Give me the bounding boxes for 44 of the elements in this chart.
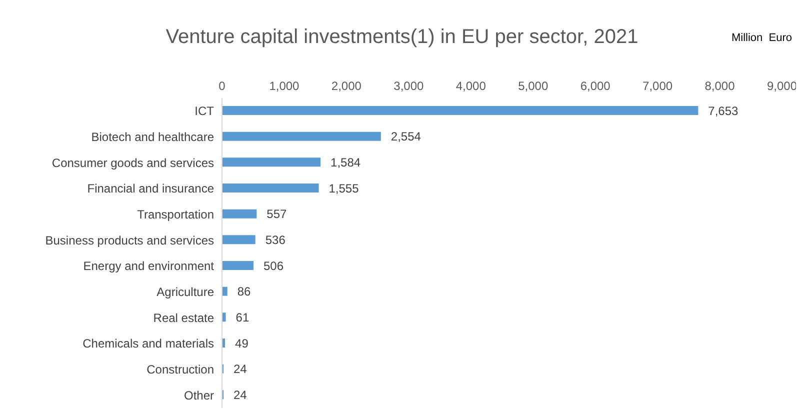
y-tick-label: Construction (146, 362, 214, 377)
y-tick-label: Biotech and healthcare (91, 130, 214, 144)
data-label: 24 (233, 362, 248, 376)
y-tick-label: Agriculture (156, 285, 214, 300)
data-label: 1,584 (330, 155, 361, 170)
bar (222, 286, 228, 296)
x-tick-label: 4,000 (456, 79, 486, 93)
data-label: 7,653 (708, 104, 739, 118)
data-label: 536 (265, 232, 286, 247)
x-tick-label: 8,000 (704, 79, 736, 93)
bar (222, 235, 256, 244)
x-tick-label: 0 (218, 79, 226, 93)
chart-title: Venture capital investments(1) in EU per sector, 2021 (166, 26, 638, 48)
y-tick-label: Financial and insurance (87, 182, 214, 196)
y-tick-label: Business products and services (45, 233, 214, 248)
data-label: 86 (237, 284, 252, 299)
data-label: 24 (233, 388, 248, 402)
y-tick-label: Consumer goods and services (52, 156, 214, 170)
bar (222, 158, 321, 167)
x-tick-label: 2,000 (331, 79, 362, 93)
bar (222, 132, 381, 141)
text: Million Euro (731, 32, 792, 44)
bar (222, 209, 257, 218)
y-tick-label: Energy and environment (83, 259, 215, 274)
data-label: 557 (266, 207, 288, 222)
data-label: 1,555 (328, 181, 360, 196)
y-tick-label: Other (184, 388, 214, 402)
bar (222, 106, 698, 115)
y-tick-label: Real estate (153, 310, 214, 325)
bar (222, 261, 254, 270)
y-tick-label: Transportation (137, 208, 214, 222)
data-label: 61 (236, 310, 250, 324)
data-label: 2,554 (390, 130, 422, 144)
data-label: 49 (235, 336, 249, 350)
bar (222, 184, 319, 192)
x-tick-label: 6,000 (580, 79, 611, 93)
data-label: 506 (263, 258, 284, 273)
y-tick-label: ICT (194, 104, 215, 118)
x-tick-label: 1,000 (269, 79, 300, 93)
x-tick-label: 3,000 (394, 79, 424, 93)
x-tick-label: 7,000 (642, 79, 673, 93)
bar (222, 312, 226, 322)
x-tick-label: 5,000 (518, 79, 548, 93)
y-tick-label: Chemicals and materials (82, 336, 214, 351)
